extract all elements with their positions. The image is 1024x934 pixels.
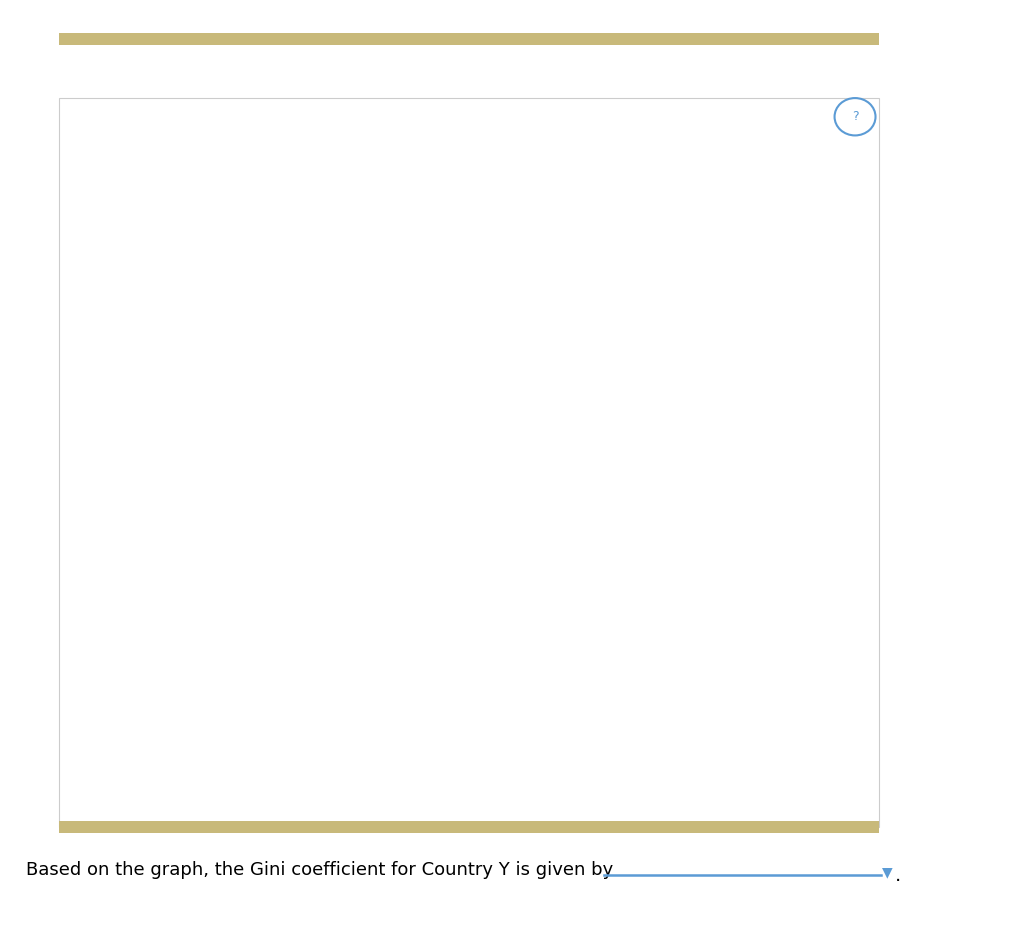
Y-axis label: CUMULATIVE PERCENTAGE OF INCOME: CUMULATIVE PERCENTAGE OF INCOME <box>99 307 114 608</box>
Text: Country X: Country X <box>525 431 601 446</box>
Text: Country Z: Country Z <box>598 549 674 564</box>
Text: III: III <box>518 613 531 628</box>
Bar <box>59 33 879 45</box>
Bar <box>59 98 879 827</box>
Text: I: I <box>316 613 321 628</box>
Text: .: . <box>895 866 901 884</box>
Text: IV: IV <box>644 613 658 628</box>
Text: Country Y: Country Y <box>551 487 626 502</box>
Bar <box>59 821 879 833</box>
X-axis label: CUMULATIVE PERCENTAGE OF HOUSEHOLDS: CUMULATIVE PERCENTAGE OF HOUSEHOLDS <box>318 803 665 817</box>
Text: ?: ? <box>852 110 858 123</box>
Text: Based on the graph, the Gini coefficient for Country Y is given by: Based on the graph, the Gini coefficient… <box>26 861 612 880</box>
Text: II: II <box>408 613 416 628</box>
Text: ▼: ▼ <box>882 866 892 879</box>
